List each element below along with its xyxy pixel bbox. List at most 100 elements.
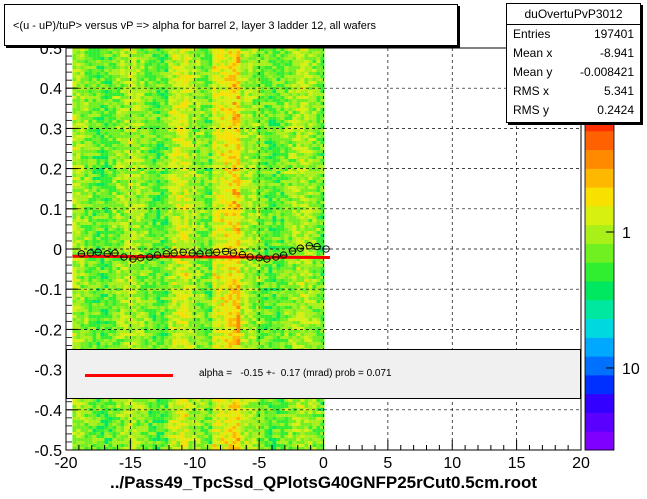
heatmap-cell [116,309,121,312]
heatmap-cell [172,84,177,87]
heatmap-cell [176,423,181,426]
heatmap-cell [88,303,93,306]
heatmap-cell [152,315,157,318]
heatmap-cell [180,429,185,432]
heatmap-cell [220,96,225,99]
heatmap-cell [116,51,121,54]
heatmap-cell [140,279,145,282]
heatmap-cell [84,303,89,306]
heatmap-cell [164,309,169,312]
heatmap-cell [108,60,113,63]
heatmap-cell [140,174,145,177]
heatmap-cell [84,285,89,288]
heatmap-cell [96,249,101,252]
heatmap-cell [116,75,121,78]
heatmap-cell [192,231,197,234]
heatmap-cell [80,180,85,183]
heatmap-cell [92,126,97,129]
heatmap-cell [76,198,81,201]
heatmap-cell [132,228,137,231]
heatmap-cell [152,285,157,288]
heatmap-cell [196,228,201,231]
heatmap-cell [204,129,209,132]
heatmap-cell [168,321,173,324]
heatmap-cell [156,243,161,246]
heatmap-cell [132,273,137,276]
heatmap-cell [164,165,169,168]
heatmap-cell [132,402,137,405]
heatmap-cell [176,246,181,249]
heatmap-cell [192,333,197,336]
heatmap-cell [204,117,209,120]
heatmap-cell [180,171,185,174]
heatmap-cell [188,336,193,339]
heatmap-cell [132,447,137,450]
heatmap-cell [160,84,165,87]
heatmap-cell [132,90,137,93]
heatmap-cell [112,279,117,282]
heatmap-cell [172,258,177,261]
heatmap-cell [180,150,185,153]
heatmap-cell [116,282,121,285]
heatmap-cell [80,243,85,246]
heatmap-cell [100,252,105,255]
heatmap-cell [156,306,161,309]
heatmap-cell [188,210,193,213]
heatmap-cell [220,105,225,108]
heatmap-cell [116,270,121,273]
heatmap-cell [208,138,213,141]
heatmap-cell [168,192,173,195]
heatmap-cell [216,147,221,150]
heatmap-cell [92,192,97,195]
heatmap-cell [152,129,157,132]
heatmap-cell [140,300,145,303]
heatmap-cell [92,435,97,438]
heatmap-cell [168,153,173,156]
heatmap-cell [152,417,157,420]
heatmap-cell [160,54,165,57]
heatmap-cell [80,111,85,114]
heatmap-cell [176,408,181,411]
heatmap-cell [116,93,121,96]
heatmap-cell [212,237,217,240]
heatmap-cell [84,195,89,198]
heatmap-cell [136,342,141,345]
heatmap-cell [188,252,193,255]
heatmap-cell [180,279,185,282]
heatmap-cell [116,240,121,243]
heatmap-cell [180,447,185,450]
heatmap-cell [216,231,221,234]
heatmap-cell [172,144,177,147]
heatmap-cell [112,246,117,249]
heatmap-cell [176,192,181,195]
heatmap-cell [164,96,169,99]
heatmap-cell [144,237,149,240]
heatmap-cell [164,303,169,306]
heatmap-cell [88,189,93,192]
heatmap-cell [168,270,173,273]
heatmap-cell [200,426,205,429]
heatmap-cell [212,156,217,159]
heatmap-cell [80,246,85,249]
heatmap-cell [184,168,189,171]
heatmap-cell [80,141,85,144]
heatmap-cell [80,330,85,333]
heatmap-cell [164,423,169,426]
heatmap-cell [72,93,77,96]
heatmap-cell [164,288,169,291]
heatmap-cell [84,273,89,276]
heatmap-cell [136,159,141,162]
heatmap-cell [100,282,105,285]
heatmap-cell [172,273,177,276]
heatmap-cell [100,237,105,240]
heatmap-cell [196,81,201,84]
heatmap-cell [136,165,141,168]
heatmap-cell [112,183,117,186]
heatmap-cell [204,252,209,255]
heatmap-cell [136,447,141,450]
heatmap-cell [160,72,165,75]
heatmap-cell [116,333,121,336]
heatmap-cell [148,342,153,345]
heatmap-cell [116,228,121,231]
heatmap-cell [204,309,209,312]
